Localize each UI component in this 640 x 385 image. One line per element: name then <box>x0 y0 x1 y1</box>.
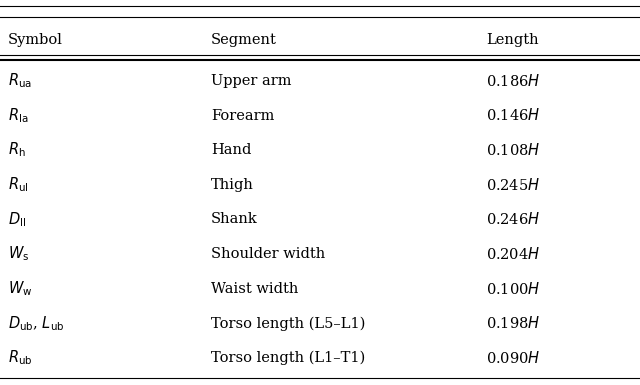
Text: $R_{\mathrm{ub}}$: $R_{\mathrm{ub}}$ <box>8 349 32 367</box>
Text: 0.198$H$: 0.198$H$ <box>486 315 541 331</box>
Text: Symbol: Symbol <box>8 33 63 47</box>
Text: Waist width: Waist width <box>211 282 299 296</box>
Text: Shoulder width: Shoulder width <box>211 247 326 261</box>
Text: 0.186$H$: 0.186$H$ <box>486 73 541 89</box>
Text: Shank: Shank <box>211 213 258 226</box>
Text: 0.100$H$: 0.100$H$ <box>486 281 541 297</box>
Text: $R_{\mathrm{ua}}$: $R_{\mathrm{ua}}$ <box>8 72 32 90</box>
Text: $D_{\mathrm{ub}}$, $L_{\mathrm{ub}}$: $D_{\mathrm{ub}}$, $L_{\mathrm{ub}}$ <box>8 314 64 333</box>
Text: $W_{\mathrm{w}}$: $W_{\mathrm{w}}$ <box>8 280 32 298</box>
Text: $R_{\mathrm{la}}$: $R_{\mathrm{la}}$ <box>8 106 28 125</box>
Text: Length: Length <box>486 33 539 47</box>
Text: Torso length (L5–L1): Torso length (L5–L1) <box>211 316 365 331</box>
Text: Upper arm: Upper arm <box>211 74 292 88</box>
Text: Segment: Segment <box>211 33 277 47</box>
Text: 0.246$H$: 0.246$H$ <box>486 211 541 228</box>
Text: $R_{\mathrm{h}}$: $R_{\mathrm{h}}$ <box>8 141 26 159</box>
Text: $D_{\mathrm{ll}}$: $D_{\mathrm{ll}}$ <box>8 210 26 229</box>
Text: 0.204$H$: 0.204$H$ <box>486 246 541 262</box>
Text: 0.090$H$: 0.090$H$ <box>486 350 541 366</box>
Text: $R_{\mathrm{ul}}$: $R_{\mathrm{ul}}$ <box>8 176 28 194</box>
Text: 0.108$H$: 0.108$H$ <box>486 142 541 158</box>
Text: Forearm: Forearm <box>211 109 275 122</box>
Text: $W_{\mathrm{s}}$: $W_{\mathrm{s}}$ <box>8 245 29 263</box>
Text: Thigh: Thigh <box>211 178 254 192</box>
Text: Torso length (L1–T1): Torso length (L1–T1) <box>211 351 365 365</box>
Text: Hand: Hand <box>211 143 252 157</box>
Text: 0.245$H$: 0.245$H$ <box>486 177 541 193</box>
Text: 0.146$H$: 0.146$H$ <box>486 107 541 124</box>
